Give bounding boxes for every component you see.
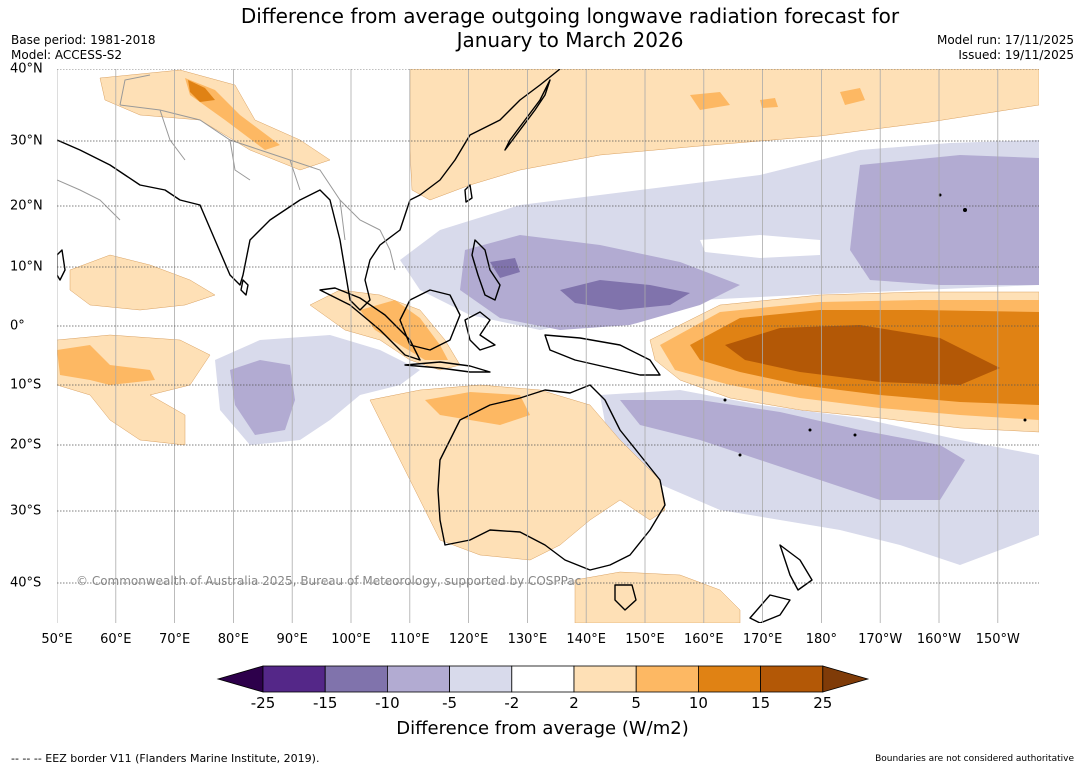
coast-tasmania — [614, 584, 637, 611]
colorbar-segment — [386, 665, 450, 693]
coast-new-guinea — [544, 334, 661, 376]
coast-sri-lanka — [240, 279, 249, 296]
latitude-label: 40°S — [10, 575, 42, 591]
colorbar-tick-label: 10 — [688, 694, 708, 712]
colorbar-segment — [635, 665, 699, 693]
colorbar-arrow-low — [216, 665, 264, 693]
map-plot-area — [57, 69, 1039, 623]
island-marker — [1023, 418, 1027, 422]
coastlines — [57, 69, 813, 623]
coast-new-zealand — [749, 544, 813, 623]
eez-note: -- -- -- EEZ border V11 (Flanders Marine… — [11, 752, 320, 765]
anomaly-north-blobs — [690, 88, 865, 110]
latitude-label: 20°S — [10, 437, 42, 453]
coast-sulawesi — [464, 311, 496, 351]
longitude-label: 150°W — [975, 632, 1020, 647]
coast-philippines — [471, 239, 501, 301]
colorbar-segment — [573, 665, 637, 693]
colorbar-tick-label: -2 — [504, 694, 520, 712]
latitude-label: 30°N — [10, 133, 43, 149]
anomaly-central-pacific-core — [725, 325, 1000, 385]
metadata-right: Model run: 17/11/2025 Issued: 19/11/2025 — [937, 33, 1074, 63]
longitude-label: 100°E — [331, 632, 371, 647]
longitude-label: 160°E — [684, 632, 724, 647]
longitude-label: 170°E — [742, 632, 783, 647]
map-title: Difference from average outgoing longwav… — [240, 4, 900, 52]
longitude-label: 180° — [805, 632, 838, 647]
longitude-label: 160°W — [916, 632, 962, 647]
latitude-label: 10°N — [10, 259, 43, 275]
issued-date: Issued: 19/11/2025 — [958, 48, 1074, 62]
graticule — [57, 69, 1039, 623]
latitude-label: 30°S — [10, 503, 42, 519]
colorbar-segment — [262, 665, 326, 693]
longitude-label: 150°E — [625, 632, 665, 647]
pacific-islands — [723, 193, 1027, 457]
longitude-label: 60°E — [100, 632, 132, 647]
anomaly-indian-ocean-orange — [57, 345, 155, 385]
latitude-label: 40°N — [10, 61, 43, 77]
longitude-label: 170°W — [858, 632, 903, 647]
island-marker — [738, 453, 742, 457]
colorbar-segment — [760, 665, 824, 693]
longitude-label: 50°E — [41, 632, 73, 647]
coast-sumatra — [319, 287, 421, 361]
anomaly-indian-ocean-enhanced — [57, 254, 216, 446]
white-band-north — [700, 235, 820, 258]
model-run: Model run: 17/11/2025 — [936, 33, 1074, 47]
anomaly-australia-orange — [425, 392, 530, 425]
colorbar-segment — [449, 665, 513, 693]
longitude-label: 130°E — [507, 632, 548, 647]
coast-japan — [504, 79, 551, 151]
anomaly-australia-enhanced — [369, 384, 666, 561]
anomaly-pacific-purple — [850, 155, 1039, 285]
longitude-label: 140°E — [566, 632, 606, 647]
colorbar-tick-label: -10 — [375, 694, 400, 712]
longitude-label: 120°E — [448, 632, 489, 647]
anomaly-equatorial-core — [490, 258, 690, 310]
anomaly-indian-ocean-purple-core — [230, 360, 295, 435]
coast-borneo — [399, 289, 461, 351]
colorbar-segment — [698, 665, 762, 693]
island-marker — [808, 428, 812, 432]
longitude-label: 90°E — [276, 632, 308, 647]
island-marker — [723, 398, 727, 402]
colorbar-tick-label: -15 — [312, 694, 338, 712]
colorbar-tick-label: 2 — [569, 694, 579, 712]
coast-asia-mainland — [57, 69, 561, 311]
coast-australia — [437, 384, 666, 571]
anomaly-shading — [57, 69, 1039, 623]
model-name: Model: ACCESS-S2 — [11, 48, 123, 62]
anomaly-south-pacific-purple — [620, 400, 965, 500]
latitude-label: 20°N — [10, 198, 43, 214]
longitude-label: 70°E — [158, 632, 191, 647]
anomaly-himalaya-peak — [188, 80, 215, 102]
latitude-label: 10°S — [10, 377, 42, 393]
coast-madagascar — [57, 249, 66, 281]
base-period: Base period: 1981-2018 — [11, 33, 156, 47]
colorbar-tick-label: 15 — [751, 694, 771, 712]
colorbar-tick-label: -5 — [442, 694, 458, 712]
longitude-label: 80°E — [217, 632, 250, 647]
metadata-left: Base period: 1981-2018 Model: ACCESS-S2 — [11, 33, 156, 63]
colorbar-tick-label: -25 — [250, 694, 276, 712]
colorbar-tick-label: 25 — [813, 694, 833, 712]
colorbar-segment — [324, 665, 388, 693]
island-marker — [963, 208, 967, 212]
coast-java — [404, 361, 491, 373]
colorbar — [216, 665, 870, 693]
island-marker — [853, 433, 857, 437]
colorbar-title: Difference from average (W/m2) — [396, 718, 689, 739]
borders-asia — [57, 74, 396, 271]
colorbar-segment — [511, 665, 575, 693]
longitude-label: 110°E — [390, 632, 430, 647]
colorbar-arrow-high — [822, 665, 870, 693]
colorbar-tick-label: 5 — [631, 694, 641, 712]
anomaly-north-pacific-band — [409, 69, 1039, 201]
latitude-label: 0° — [10, 318, 25, 334]
country-borders — [57, 74, 396, 271]
copyright-notice: © Commonwealth of Australia 2025, Bureau… — [76, 574, 582, 588]
disclaimer: Boundaries are not considered authoritat… — [875, 754, 1074, 764]
